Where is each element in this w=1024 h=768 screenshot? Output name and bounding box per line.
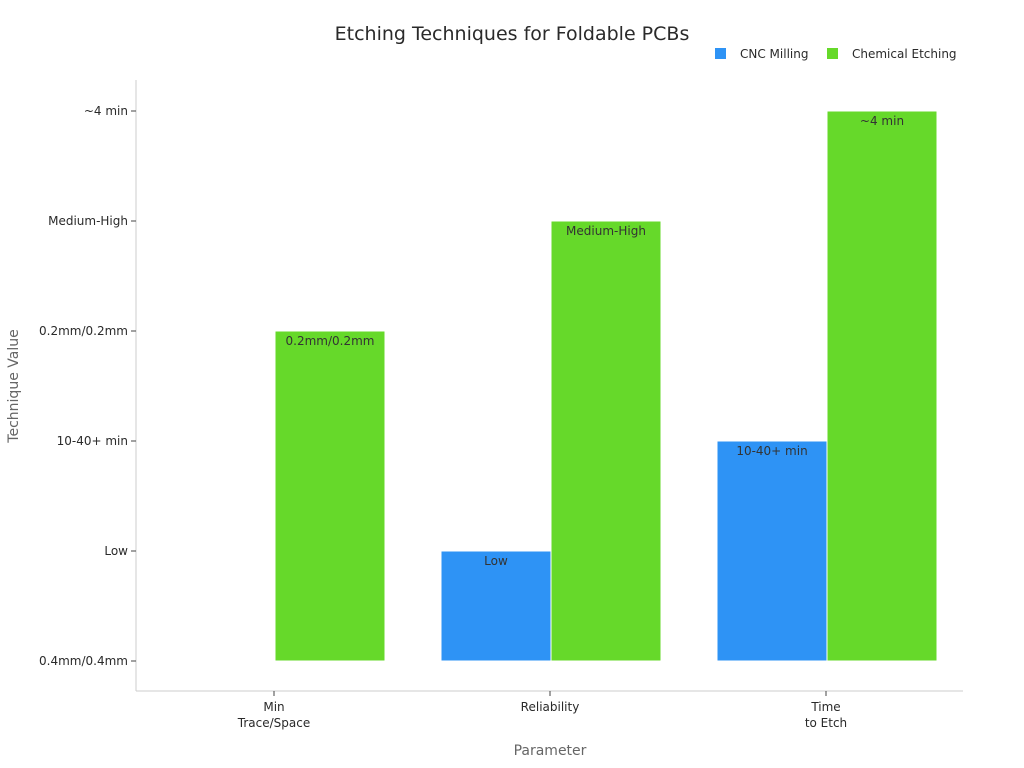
- y-tick-label: Medium-High: [48, 214, 128, 228]
- bar-data-labels: 0.2mm/0.2mm Low Medium-High 10-40+ min ~4 mi…: [286, 114, 905, 568]
- bar-cnc-milling: [716, 440, 828, 662]
- bar-chemical-etching: [550, 220, 662, 662]
- legend-label-chemical-etching: Chemical Etching: [852, 47, 957, 61]
- y-axis-ticks: 0.4mm/0.4mm Low 10-40+ min 0.2mm/0.2mm Mediu…: [39, 104, 136, 668]
- legend-swatch-chemical-etching: [827, 48, 838, 59]
- bar-label-chemical-etching: 0.2mm/0.2mm: [286, 334, 375, 348]
- legend: CNC Milling Chemical Etching: [715, 47, 957, 61]
- bar-chemical-etching: [826, 110, 938, 662]
- bars: [274, 110, 938, 662]
- x-tick-label: Reliability: [521, 700, 580, 714]
- legend-label-cnc-milling: CNC Milling: [740, 47, 808, 61]
- bar-label-chemical-etching: ~4 min: [860, 114, 904, 128]
- y-tick-label: Low: [104, 544, 128, 558]
- bar-label-cnc-milling: 10-40+ min: [736, 444, 807, 458]
- chart-title: Etching Techniques for Foldable PCBs: [335, 23, 690, 45]
- y-tick-label: 0.4mm/0.4mm: [39, 654, 128, 668]
- y-axis-title: Technique Value: [6, 329, 22, 443]
- x-tick-label: Time to Etch: [805, 700, 847, 730]
- x-tick-label: Min Trace/Space: [237, 700, 310, 730]
- legend-swatch-cnc-milling: [715, 48, 726, 59]
- y-tick-label: 0.2mm/0.2mm: [39, 324, 128, 338]
- bar-label-chemical-etching: Medium-High: [566, 224, 646, 238]
- bar-label-cnc-milling: Low: [484, 554, 508, 568]
- x-axis-ticks: Min Trace/Space Reliability Time to Etch: [237, 691, 847, 730]
- bar-chemical-etching: [274, 330, 386, 662]
- y-tick-label: 10-40+ min: [57, 434, 128, 448]
- y-tick-label: ~4 min: [84, 104, 128, 118]
- x-axis-title: Parameter: [514, 743, 587, 759]
- bar-cnc-milling: [440, 550, 552, 662]
